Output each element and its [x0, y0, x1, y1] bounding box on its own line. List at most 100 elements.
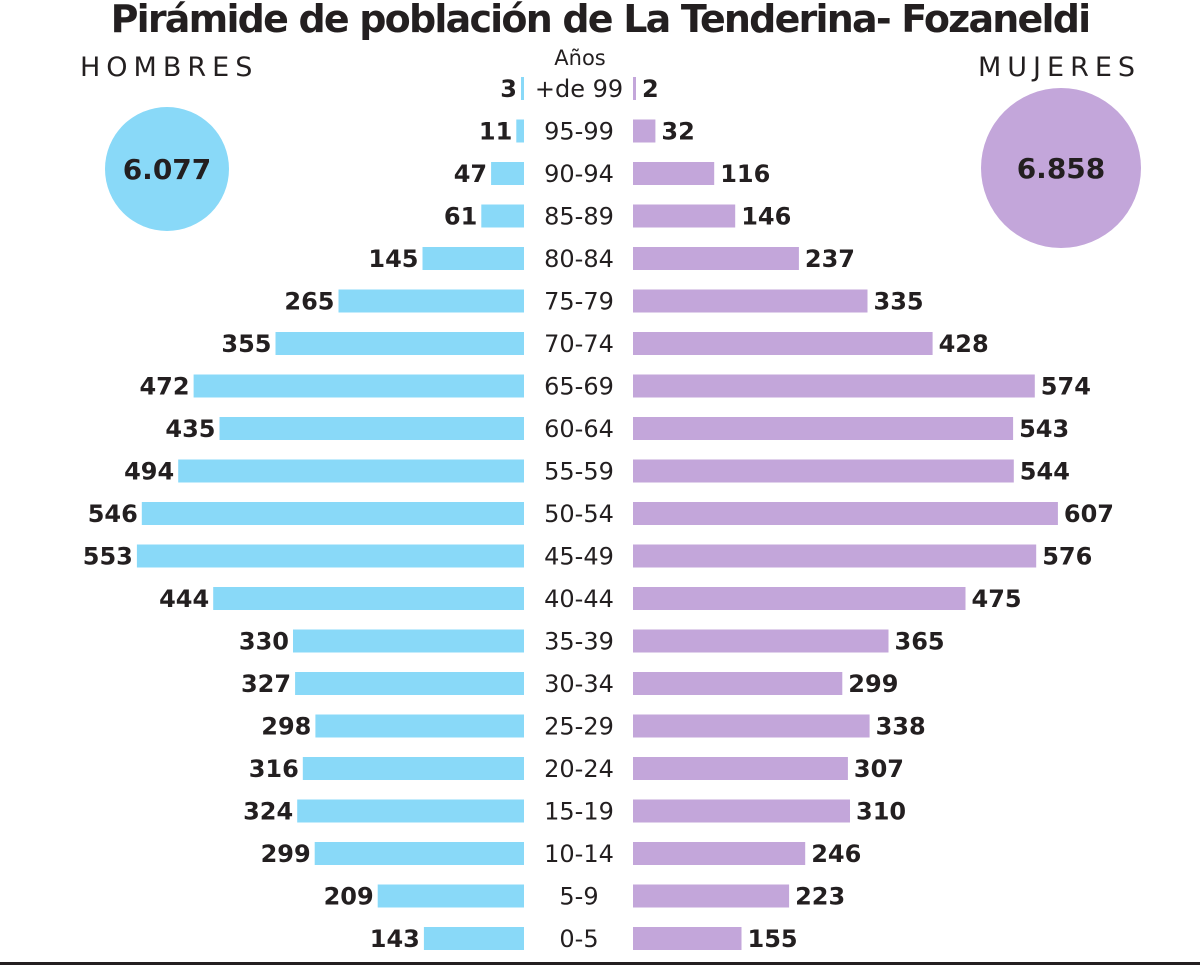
women-value-label: 335 — [874, 288, 924, 316]
men-value-label: 444 — [159, 585, 209, 613]
age-group-label: 5-9 — [559, 883, 598, 911]
men-value-label: 546 — [88, 500, 138, 528]
age-group-label: 50-54 — [544, 500, 614, 528]
men-value-label: 145 — [368, 245, 418, 273]
men-bar — [275, 332, 524, 355]
women-value-label: 299 — [848, 670, 898, 698]
men-total-value: 6.077 — [122, 152, 212, 186]
women-value-label: 365 — [895, 628, 945, 656]
age-group-label: 40-44 — [544, 585, 614, 613]
age-axis-label: Años — [554, 46, 606, 70]
women-bar — [633, 757, 848, 780]
women-value-label: 428 — [939, 330, 989, 358]
women-value-label: 607 — [1064, 500, 1114, 528]
age-group-label: 25-29 — [544, 713, 614, 741]
men-bar — [481, 204, 524, 228]
men-bar — [297, 799, 524, 823]
men-bar — [314, 842, 524, 865]
men-value-label: 355 — [221, 330, 271, 358]
women-bar — [633, 884, 790, 908]
men-value-label: 553 — [83, 543, 133, 571]
age-group-label: 55-59 — [544, 458, 614, 486]
men-value-label: 209 — [324, 883, 374, 911]
men-value-label: 265 — [284, 288, 334, 316]
age-group-label: 30-34 — [544, 670, 614, 698]
men-bar — [338, 289, 524, 313]
women-value-label: 155 — [748, 925, 798, 953]
women-value-label: 116 — [720, 160, 770, 188]
women-value-label: 310 — [856, 798, 906, 826]
women-bar — [633, 289, 868, 313]
women-value-label: 574 — [1041, 373, 1091, 401]
women-bar — [633, 629, 889, 653]
age-group-label: 90-94 — [544, 160, 614, 188]
women-value-label: 237 — [805, 245, 855, 273]
women-bar — [633, 459, 1014, 483]
age-group-label: 35-39 — [544, 628, 614, 656]
age-group-label: 85-89 — [544, 203, 614, 231]
women-value-label: 223 — [795, 883, 845, 911]
men-bar — [315, 714, 524, 738]
age-group-label: 15-19 — [544, 798, 614, 826]
age-group-label: 20-24 — [544, 755, 614, 783]
women-bar — [633, 544, 1037, 568]
men-value-label: 3 — [500, 75, 517, 103]
women-value-label: 32 — [661, 118, 694, 146]
women-bar — [633, 672, 843, 695]
age-group-label: +de 99 — [535, 75, 623, 103]
age-group-label: 80-84 — [544, 245, 614, 273]
women-bar — [633, 77, 636, 100]
men-value-label: 299 — [261, 840, 311, 868]
men-bar — [377, 884, 524, 908]
women-bar — [633, 502, 1058, 525]
women-bar — [633, 587, 966, 610]
women-bar — [633, 204, 736, 228]
chart-title: Pirámide de población de La Tenderina- F… — [110, 0, 1092, 41]
women-value-label: 475 — [972, 585, 1022, 613]
men-bar — [141, 502, 525, 525]
women-value-label: 544 — [1020, 458, 1070, 486]
men-value-label: 47 — [454, 160, 487, 188]
women-value-label: 576 — [1042, 543, 1092, 571]
women-bar — [633, 842, 806, 865]
women-bar — [633, 714, 870, 738]
men-bar — [295, 672, 524, 695]
women-value-label: 146 — [741, 203, 791, 231]
women-bar — [633, 927, 742, 950]
men-bar — [422, 247, 524, 270]
women-value-label: 543 — [1019, 415, 1069, 443]
men-value-label: 143 — [370, 925, 420, 953]
age-group-label: 65-69 — [544, 373, 614, 401]
men-value-label: 330 — [239, 628, 289, 656]
age-group-label: 70-74 — [544, 330, 614, 358]
men-value-label: 61 — [444, 203, 477, 231]
men-bar — [178, 459, 524, 483]
age-group-label: 75-79 — [544, 288, 614, 316]
men-value-label: 11 — [479, 118, 512, 146]
men-value-label: 298 — [261, 713, 311, 741]
women-bar — [633, 332, 933, 355]
men-value-label: 316 — [249, 755, 299, 783]
men-bar — [213, 587, 524, 610]
women-bar — [633, 799, 850, 823]
women-label: MUJERES — [978, 52, 1142, 83]
men-bar — [219, 417, 524, 440]
women-value-label: 2 — [642, 75, 659, 103]
women-bar — [633, 162, 715, 185]
men-value-label: 324 — [243, 798, 293, 826]
age-group-label: 60-64 — [544, 415, 614, 443]
men-bar — [521, 77, 524, 100]
women-total-value: 6.858 — [1016, 151, 1106, 185]
men-bar — [302, 757, 524, 780]
men-total-circle: 6.077 — [105, 107, 229, 231]
men-bar — [136, 544, 524, 568]
men-bar — [516, 119, 524, 143]
women-total-circle: 6.858 — [981, 88, 1141, 248]
men-value-label: 327 — [241, 670, 291, 698]
women-bar — [633, 119, 656, 143]
women-value-label: 338 — [876, 713, 926, 741]
men-value-label: 435 — [165, 415, 215, 443]
women-value-label: 307 — [854, 755, 904, 783]
men-bar — [491, 162, 524, 185]
